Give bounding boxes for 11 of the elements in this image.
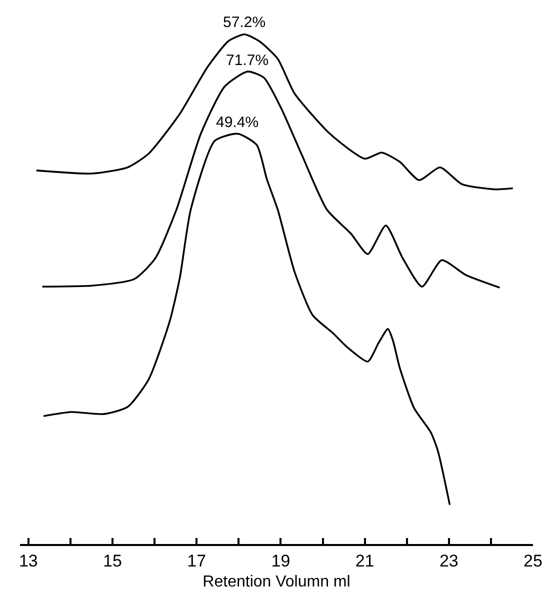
annotation: 49.4% <box>216 114 259 131</box>
x-tick-label: 21 <box>355 551 374 570</box>
x-tick-label: 25 <box>524 551 542 570</box>
annotation: 57.2% <box>223 14 266 31</box>
x-tick-label: 17 <box>187 551 206 570</box>
annotation: 71.7% <box>226 52 269 69</box>
x-tick-label: 19 <box>271 551 290 570</box>
x-tick-label: 13 <box>18 551 38 570</box>
x-tick-label: 23 <box>439 551 458 570</box>
x-axis-title: Retention Volumn ml <box>202 574 350 591</box>
x-tick-label: 15 <box>103 551 122 570</box>
